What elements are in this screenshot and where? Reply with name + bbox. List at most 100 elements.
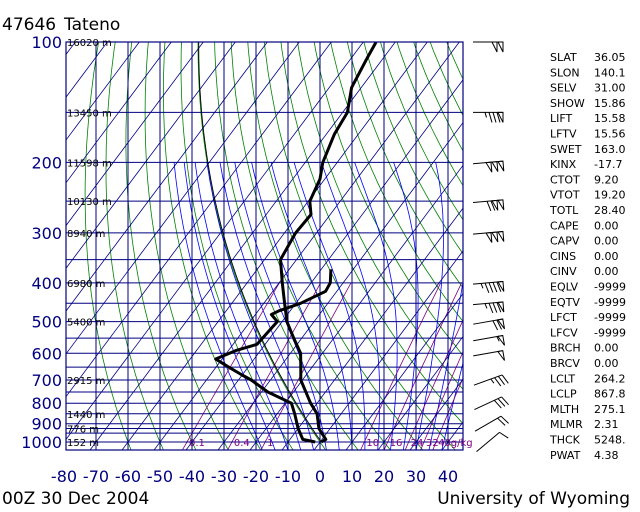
- isotherm-line: [66, 42, 300, 355]
- wind-barb-half-flag: [490, 378, 495, 384]
- index-value: 19.20: [594, 189, 626, 202]
- mixing-ratio-labels: 0.1 0.4 1 10 16 24 32 40g/kg: [189, 438, 473, 449]
- isotherm-line: [66, 42, 140, 141]
- index-name: MLTH: [550, 403, 579, 416]
- wind-barb: [474, 415, 509, 432]
- index-value: -17.7: [594, 158, 622, 171]
- pressure-tick-label: 100: [31, 33, 62, 52]
- index-value: 0.00: [594, 265, 619, 278]
- wind-barb-flag: [494, 377, 502, 387]
- wind-barb-pennant: [497, 199, 505, 211]
- wind-barb-pennant: [497, 111, 504, 123]
- wind-barb-flag: [497, 398, 506, 407]
- temperature-tick-label: -40: [179, 467, 205, 486]
- wind-barb: [473, 374, 509, 387]
- wind-barb-half-flag: [480, 283, 484, 289]
- height-label: 16020 m: [67, 38, 112, 49]
- index-value: 36.05: [594, 51, 626, 64]
- mixing-ratio-label: 10: [366, 438, 379, 449]
- wind-barb-flag: [490, 200, 496, 211]
- height-label: 2915 m: [67, 376, 105, 387]
- wind-barb: [473, 350, 506, 361]
- isobars: [66, 41, 463, 443]
- wind-barb-pennant: [491, 161, 499, 172]
- wind-barb: [473, 199, 505, 212]
- index-name: BRCH: [550, 342, 581, 355]
- moist-adiabat-line: [354, 162, 398, 450]
- index-value: 15.86: [594, 97, 626, 110]
- height-label: 8940 m: [67, 229, 105, 240]
- mixing-ratio-label: 24: [411, 438, 424, 449]
- moist-adiabat-line: [393, 162, 419, 450]
- wind-barb-half-flag: [484, 303, 488, 309]
- index-name: MLMR: [550, 418, 583, 431]
- mixing-ratio-line: [227, 282, 321, 450]
- index-name: SHOW: [550, 97, 585, 110]
- wind-barb-flag: [488, 303, 494, 314]
- index-name: CINS: [550, 250, 576, 263]
- temperature-tick-label: -20: [243, 467, 269, 486]
- temperature-tick-label: 30: [406, 467, 426, 486]
- wind-barb-pennant: [485, 161, 493, 173]
- index-value: 28.40: [594, 204, 626, 217]
- wind-barb-flag: [492, 302, 498, 313]
- mixing-ratio-label: 1: [267, 438, 273, 449]
- wind-barb-flag: [497, 417, 506, 426]
- temperature-tick-label: -10: [275, 467, 301, 486]
- wind-barb-flag: [493, 399, 502, 409]
- isotherm-line: [66, 42, 172, 184]
- isotherm-line: [185, 79, 463, 450]
- wind-barb-flag: [499, 431, 509, 439]
- sounding-profiles: [214, 42, 378, 444]
- index-value: 0.00: [594, 250, 619, 263]
- mixing-ratio-label: 40g/kg: [438, 438, 473, 449]
- observation-time: 00Z 30 Dec 2004: [2, 489, 149, 509]
- mixing-ratio-label: 0.4: [234, 438, 250, 449]
- wind-barb-flag: [501, 396, 509, 406]
- pressure-tick-label: 400: [31, 274, 62, 293]
- index-value: 140.1: [594, 66, 626, 79]
- mixing-ratio-line: [260, 282, 352, 450]
- mixing-ratio-line: [383, 282, 462, 450]
- mixing-ratio-line: [420, 350, 463, 450]
- index-name: THCK: [549, 434, 581, 447]
- index-value: 4.38: [594, 449, 619, 462]
- wind-barb-pennant: [491, 231, 499, 243]
- isotherm-line: [313, 250, 463, 450]
- pressure-tick-label: 800: [31, 394, 62, 413]
- index-value: 0.00: [594, 357, 619, 370]
- pressure-tick-label: 200: [31, 153, 62, 172]
- wind-barb-pennant: [497, 230, 505, 242]
- station-name: Tateno: [63, 15, 120, 35]
- data-source: University of Wyoming: [437, 489, 630, 509]
- index-name: LCLP: [550, 388, 577, 401]
- pressure-tick-label: 600: [31, 344, 62, 363]
- index-name: SELV: [550, 82, 577, 95]
- isotherm-line: [121, 42, 428, 450]
- wind-barb-flag: [496, 302, 502, 313]
- isotherm-line: [66, 42, 204, 227]
- index-name: VTOT: [550, 189, 580, 202]
- index-name: CINV: [550, 265, 577, 278]
- height-label: 776 m: [67, 424, 99, 435]
- index-value: 0.00: [594, 219, 619, 232]
- wind-barb: [474, 396, 509, 411]
- wind-barb-pennant: [497, 280, 505, 292]
- dry-adiabat-line: [313, 42, 463, 357]
- wind-barb-flag: [484, 282, 490, 293]
- index-value: -9999: [594, 311, 626, 324]
- pressure-tick-label: 700: [31, 371, 62, 390]
- wind-barb: [473, 301, 505, 314]
- index-name: CAPV: [550, 235, 580, 248]
- height-label: 11598 m: [67, 158, 112, 169]
- index-value: 31.00: [594, 82, 626, 95]
- wind-barb-flag: [488, 112, 493, 123]
- isotherm-line: [217, 121, 463, 450]
- index-name: SWET: [550, 143, 582, 156]
- wind-barb-staff: [474, 415, 502, 432]
- height-labels: 16020 m 13450 m 11598 m 10130 m 8940 m 6980 m…: [67, 38, 112, 449]
- index-name: TOTL: [549, 204, 579, 217]
- index-value: 15.58: [594, 112, 626, 125]
- wind-barb-flag: [492, 282, 498, 293]
